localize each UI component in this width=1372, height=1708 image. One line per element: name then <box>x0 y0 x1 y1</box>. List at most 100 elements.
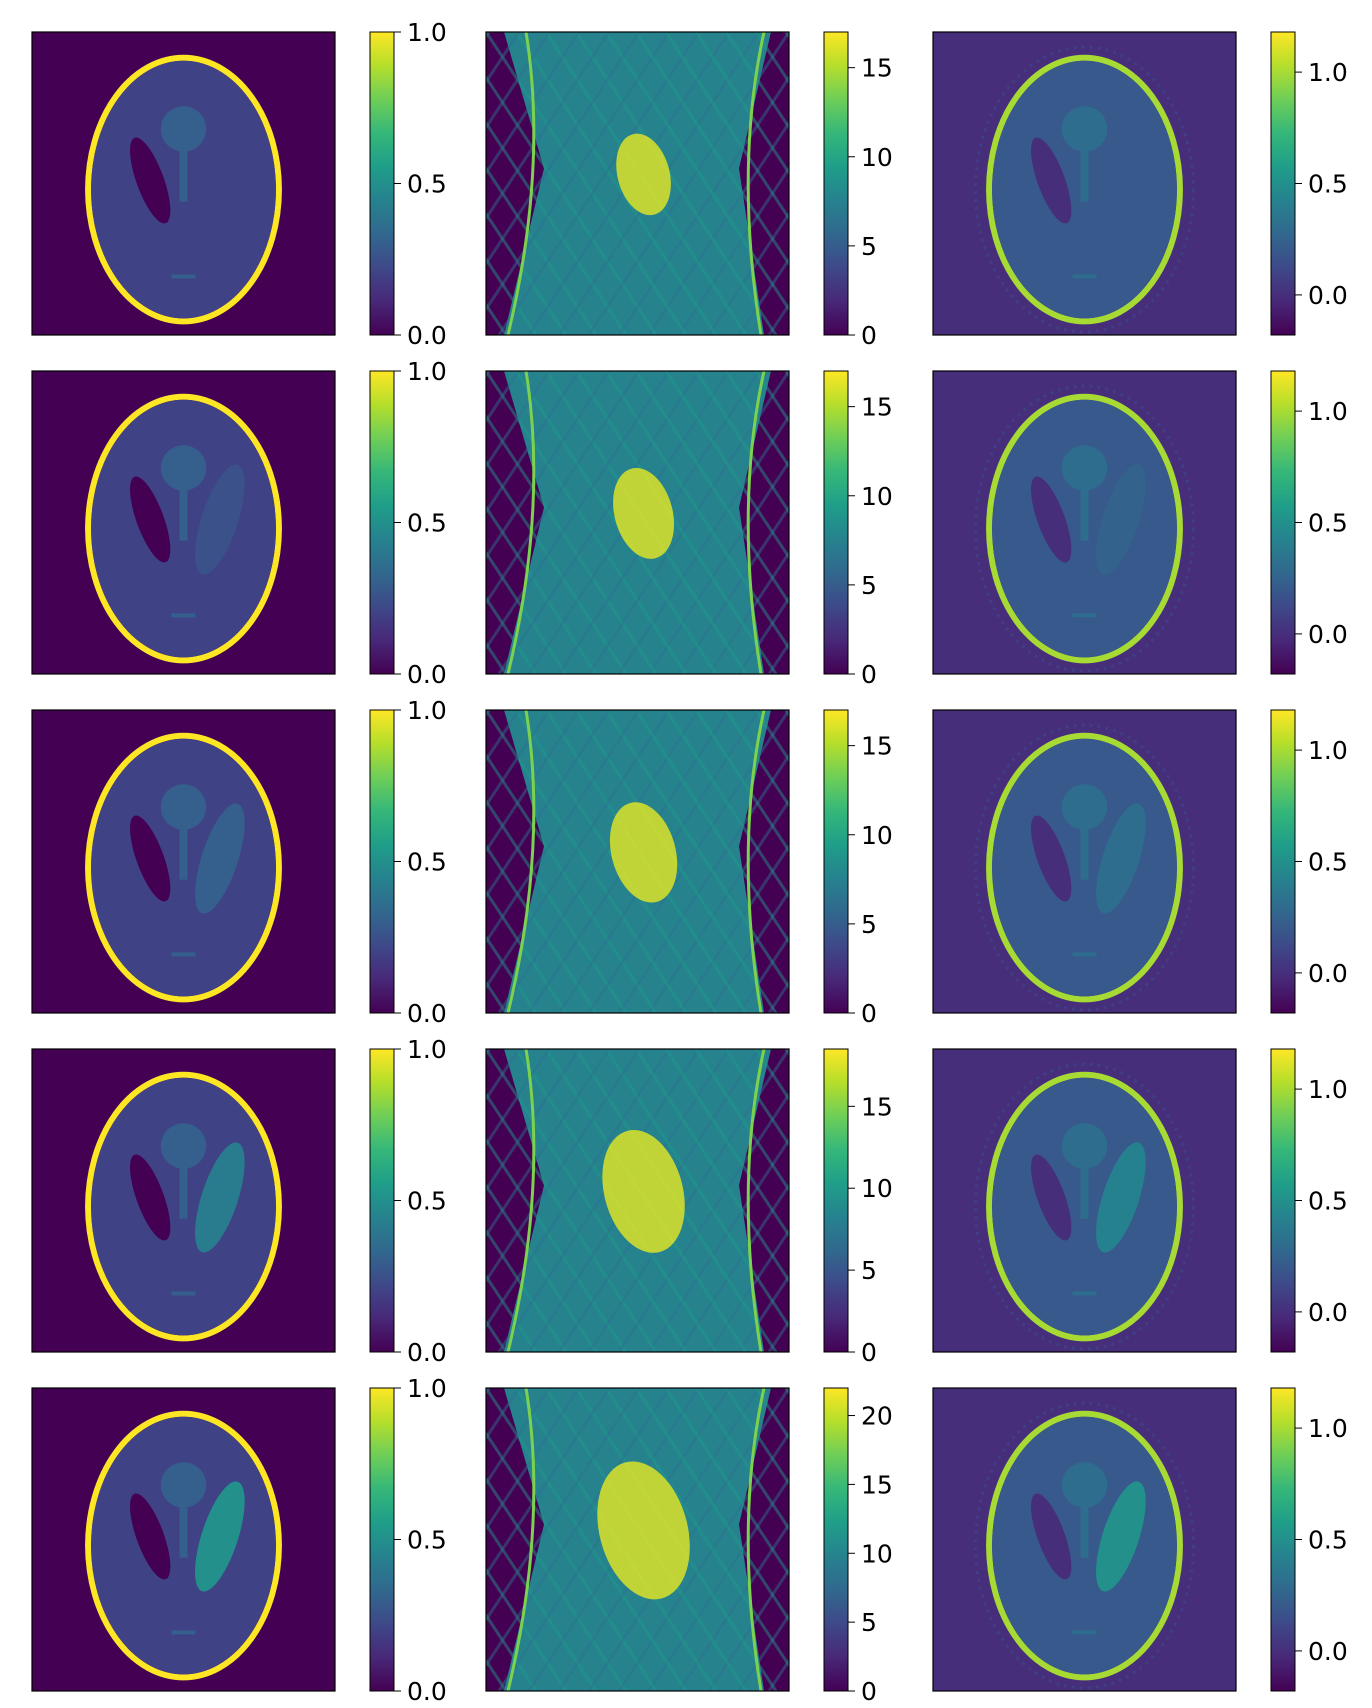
phantom-stem <box>1080 1164 1089 1219</box>
sinogram-streak <box>664 371 789 561</box>
phantom-upper-circle <box>1061 1123 1108 1169</box>
colorbar-tick-label: 15 <box>861 393 893 422</box>
phantom-right-ellipse <box>195 1142 245 1253</box>
sinogram-streak <box>486 710 611 900</box>
panel-frame <box>485 31 790 336</box>
sinogram-streak <box>486 1137 628 1352</box>
sinogram-streak <box>486 256 538 335</box>
colorbar-phantom-row-3: 0.0 0.5 1.0 <box>369 696 447 1028</box>
colorbar-tick-label: 0.5 <box>1308 509 1348 538</box>
sinogram-streak <box>486 1430 658 1691</box>
colorbar-tick-label: 0.0 <box>1308 1637 1348 1666</box>
sinogram-streak <box>737 256 789 335</box>
sinogram-streak <box>486 1182 598 1352</box>
colorbar-phantom-row-2: 0.0 0.5 1.0 <box>369 357 447 689</box>
sinogram-rim-left <box>506 1388 536 1691</box>
colorbar-tick-label: 5 <box>861 1608 877 1637</box>
sinogram-streak <box>486 1476 628 1691</box>
sinogram-streak <box>604 32 789 312</box>
colorbar-tick-label: 0 <box>861 999 877 1028</box>
sinogram-streak <box>486 165 598 335</box>
sinogram-hotspot <box>616 133 671 216</box>
phantom-right-ellipse <box>195 803 245 914</box>
panel-frame <box>485 1387 790 1692</box>
phantom-right-ellipse <box>1096 464 1146 575</box>
colorbar-tick-label: 0.5 <box>407 170 447 199</box>
sinogram-streak <box>497 710 701 1013</box>
colorbar-gradient <box>823 1387 849 1692</box>
sinogram-streak <box>486 550 568 674</box>
sinogram-streak <box>486 798 628 1013</box>
colorbar-gradient <box>369 709 395 1014</box>
sinogram-streak <box>707 1567 789 1691</box>
sinogram-hotspot <box>609 802 678 903</box>
panel-frame <box>485 1048 790 1353</box>
panel-frame <box>31 370 336 675</box>
phantom-left-ellipse <box>1031 1493 1072 1580</box>
sinogram-streak <box>724 371 789 470</box>
sinogram-streak <box>617 413 789 674</box>
panel-frame <box>31 1387 336 1692</box>
colorbar-tick-label: 10 <box>861 821 893 850</box>
colorbar-tick-label: 10 <box>861 143 893 172</box>
sinogram-streak <box>634 1388 789 1623</box>
sinogram-streak <box>486 120 628 335</box>
sinogram-streak <box>574 371 778 674</box>
colorbar-tick-label: 0.0 <box>407 1338 447 1367</box>
colorbar-sinogram-row-5: 0 5 10 15 20 <box>823 1387 893 1706</box>
phantom-stem <box>179 1164 188 1219</box>
colorbar-gradient <box>823 709 849 1014</box>
colorbar-phantom-row-1: 0.0 0.5 1.0 <box>369 18 447 350</box>
colorbar-tick-label: 10 <box>861 1539 893 1568</box>
sinogram-rim-left <box>506 710 536 1013</box>
sinogram-streak <box>486 1388 581 1532</box>
sinogram-rim-right <box>746 32 766 335</box>
sinogram-streak <box>486 889 568 1013</box>
colorbar-tick-label: 1.0 <box>407 18 447 47</box>
phantom-upper-circle <box>160 1123 207 1169</box>
colorbar-tick-label: 1.0 <box>407 1035 447 1064</box>
sinogram-streak <box>486 1049 611 1239</box>
sinogram-streak <box>486 1388 551 1487</box>
colorbar-tick-label: 0.5 <box>1308 1187 1348 1216</box>
sinogram-streak <box>604 1388 789 1668</box>
colorbar-tick-label: 0 <box>861 1338 877 1367</box>
sinogram-streak <box>486 1091 658 1352</box>
phantom-upper-circle <box>1061 1462 1108 1508</box>
panel-phantom-row-1 <box>32 32 335 335</box>
sinogram-streak <box>486 595 538 674</box>
sinogram-streak <box>724 1388 789 1487</box>
panel-frame <box>932 31 1237 336</box>
panel-frame <box>485 709 790 1014</box>
colorbar-tick-label: 1.0 <box>407 696 447 725</box>
colorbar-gradient <box>369 1387 395 1692</box>
sinogram-streak <box>677 165 789 335</box>
panel-reconstruction-row-1 <box>933 32 1236 335</box>
phantom-skull-rim <box>986 732 1183 1003</box>
sinogram-streak <box>724 710 789 809</box>
phantom-upper-circle <box>1061 784 1108 830</box>
colorbar-sinogram-row-3: 0 5 10 15 <box>823 709 893 1028</box>
sinogram-streak <box>737 1273 789 1352</box>
phantom-stem <box>1080 1503 1089 1558</box>
sinogram-rim-left <box>506 371 536 674</box>
colorbar-gradient <box>1270 1048 1296 1353</box>
sinogram-rim-right <box>746 371 766 674</box>
phantom-stem <box>179 486 188 541</box>
panel-sinogram-row-3 <box>486 710 789 1013</box>
sinogram-streak <box>707 211 789 335</box>
colorbar-sinogram-row-4: 0 5 10 15 <box>823 1048 893 1367</box>
phantom-skull-rim <box>986 393 1183 664</box>
sinogram-streak <box>737 1612 789 1691</box>
phantom-small-dots <box>1072 1630 1097 1635</box>
colorbar-tick-label: 0.0 <box>1308 1298 1348 1327</box>
sinogram-streak <box>486 752 658 1013</box>
sinogram-streak <box>486 32 641 267</box>
reconstruction-artifact-ring <box>973 384 1196 673</box>
phantom-skull-rim <box>85 54 282 325</box>
panel-reconstruction-row-3 <box>933 710 1236 1013</box>
sinogram-rim-right <box>746 1388 766 1691</box>
sinogram-streak <box>514 32 718 335</box>
colorbar-reconstruction-row-2: 0.0 0.5 1.0 <box>1270 370 1348 675</box>
sinogram-streak <box>707 1228 789 1352</box>
